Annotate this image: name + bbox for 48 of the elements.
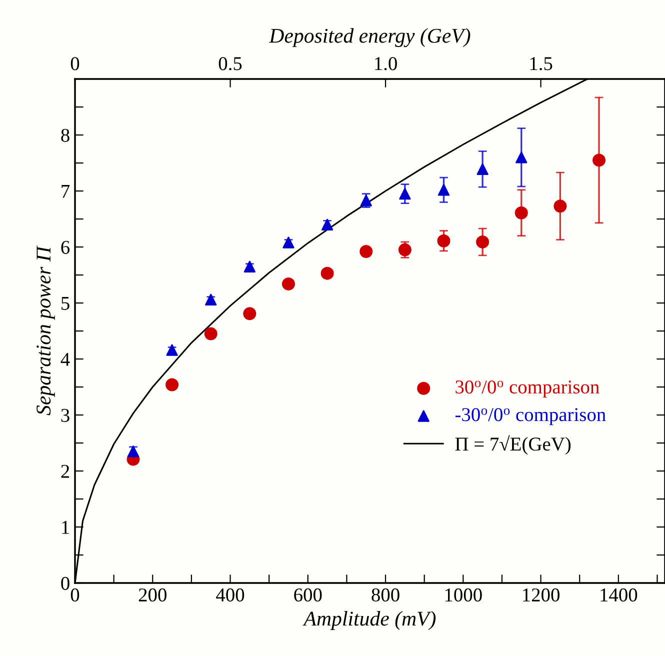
point — [244, 260, 256, 272]
point — [516, 152, 528, 164]
y-tick-label: 6 — [61, 240, 70, 254]
y-tick-label: 5 — [62, 297, 70, 310]
x2-axis-title: Deposited energy (GeV) — [268, 28, 470, 48]
y-axis-title: Separation power Π — [36, 246, 55, 416]
point — [282, 236, 294, 248]
x2-tick-label: 1.5 — [530, 57, 552, 70]
point — [166, 344, 178, 356]
y-tick-label: 2 — [61, 464, 70, 478]
legend-label: Π = 7√E(GeV) — [455, 435, 571, 455]
y-tick-label: 8 — [61, 128, 70, 142]
legend-label: 30$^{o}$/0$^{o}$ comparison — [456, 380, 600, 398]
x-tick-label: 1000 — [445, 588, 482, 602]
point — [243, 307, 256, 320]
x-axis-title: Amplitude (mV) — [302, 611, 436, 630]
x-tick-label: 0 — [70, 588, 80, 602]
y-tick-label: 7 — [62, 185, 70, 198]
point — [399, 188, 411, 200]
point — [282, 277, 295, 290]
point — [166, 378, 179, 392]
point — [476, 163, 488, 176]
point — [514, 206, 528, 220]
point — [360, 244, 373, 258]
legend-label: -30$^{o}$/0$^{o}$ comparison — [455, 408, 606, 426]
point — [321, 218, 334, 230]
point — [554, 200, 567, 213]
point — [205, 294, 217, 306]
x2-tick-label: 0.5 — [218, 57, 242, 70]
y-tick-label: 4 — [60, 352, 70, 366]
x2-tick-label: 1.0 — [375, 57, 397, 70]
y-tick-label: 3 — [61, 408, 70, 422]
x-tick-label: 400 — [216, 588, 244, 602]
x-tick-label: 600 — [294, 588, 322, 602]
point — [320, 266, 334, 280]
x2-tick-label: 0 — [70, 57, 80, 70]
x-tick-label: 800 — [372, 588, 400, 602]
point — [592, 154, 606, 167]
point — [204, 327, 218, 340]
x-tick-label: 1400 — [600, 588, 638, 602]
x-tick-label: 200 — [138, 588, 166, 602]
y-tick-label: 0 — [61, 576, 70, 590]
y-tick-label: 1 — [62, 520, 69, 534]
point — [476, 235, 490, 248]
point — [437, 234, 450, 248]
point — [438, 184, 450, 196]
x-tick-label: 1200 — [523, 588, 560, 602]
point — [127, 446, 140, 458]
